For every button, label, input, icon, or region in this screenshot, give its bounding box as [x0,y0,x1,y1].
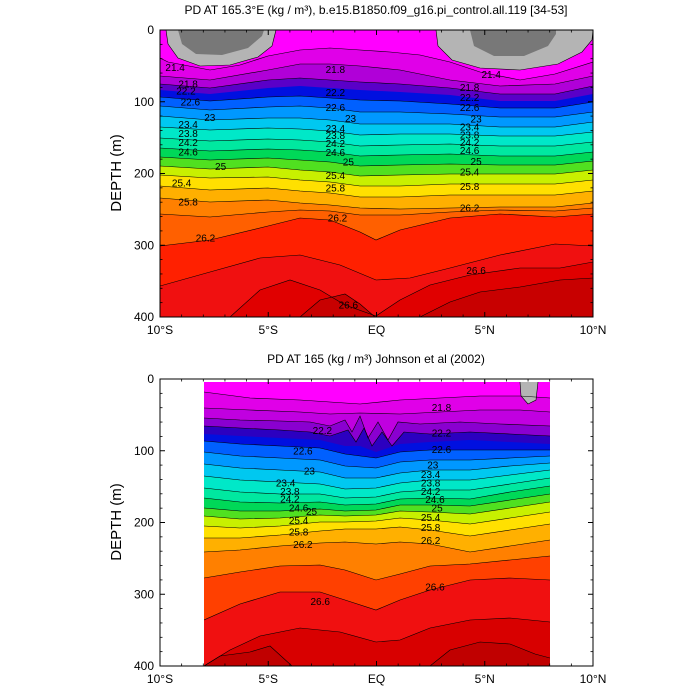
y-tick-label: 400 [134,659,154,673]
contour-label: 21.8 [460,83,480,94]
contour-label: 24.6 [460,146,480,157]
contour-label: 23 [471,114,483,125]
contour-label: 26.2 [421,536,441,547]
contour-label: 24.2 [421,487,441,498]
contour-label: 23.8 [280,487,300,498]
x-tick-label: 10°S [147,323,173,337]
contour-label: 22.6 [326,103,346,114]
x-tick-label: 10°N [580,672,607,686]
contour-label: 23.4 [326,124,346,135]
contour-label: 25.4 [326,171,346,182]
contour-label: 25 [432,504,444,515]
contour-label: 21.8 [326,65,346,76]
panel-2-axes: 10°S 5°S EQ 5°N 10°N 0 100 200 300 400 [134,372,606,686]
contour-label: 25.8 [421,523,441,534]
contour-label: 24.2 [326,139,346,150]
contour-label: 23.8 [421,479,441,490]
panel-1-title: PD AT 165.3°E (kg / m³), b.e15.B1850.f09… [184,3,567,17]
y-tick-label: 200 [134,167,154,181]
x-tick-label: 5°N [475,672,495,686]
x-tick-label: 5°S [259,323,278,337]
y-tick-label: 100 [134,95,154,109]
contour-label: 21.8 [178,79,198,90]
contour-label: 23.4 [276,479,296,490]
y-tick-label: 400 [134,310,154,324]
contour-label: 22.2 [326,88,346,99]
contour-label: 22.2 [432,428,452,439]
panel-2-fill: 21.822.2 22.222.6 22.6232323.423.423.823.8… [204,382,550,666]
contour-label: 26.2 [328,213,348,224]
contour-label: 23.4 [460,122,480,133]
contour-label: 24.2 [280,494,300,505]
contour-label: 24.6 [425,495,445,506]
contour-label: 25 [471,157,483,168]
contour-label: 23 [427,461,439,472]
x-tick-label: 5°S [259,672,278,686]
contour-label: 23.4 [178,120,198,131]
contour-label: 23 [304,466,316,477]
contour-label: 23.8 [326,131,346,142]
contour-label: 25 [343,158,355,169]
contour-label: 26.2 [460,203,480,214]
y-tick-label: 300 [134,587,154,601]
contour-label: 24.6 [289,504,309,515]
contour-label: 23 [345,114,357,125]
contour-label: 23 [204,113,216,124]
contour-label: 24.6 [326,148,346,159]
contour-label: 26.2 [293,540,313,551]
contour-label: 21.4 [165,63,185,74]
contour-label: 22.2 [176,86,196,97]
x-tick-label: 10°S [147,672,173,686]
contour-label: 25.4 [289,516,309,527]
panel-1-contour-labels: 21.421.822.222.623.423.824.224.6232525.4… [165,63,501,311]
contour-label: 23.4 [421,470,441,481]
x-tick-label: EQ [368,672,385,686]
panel-observations: PD AT 165 (kg / m³) Johnson et al (2002) [108,352,606,686]
contour-label: 25.8 [289,527,309,538]
y-tick-label: 0 [147,372,154,386]
contour-label: 25.4 [460,168,480,179]
contour-label: 23.8 [178,129,198,140]
contour-label: 25.8 [326,183,346,194]
contour-label: 25 [215,162,227,173]
y-tick-label: 0 [147,23,154,37]
x-tick-label: 10°N [580,323,607,337]
contour-label: 25 [306,507,318,518]
contour-label: 24.2 [178,138,198,149]
y-tick-label: 300 [134,238,154,252]
panel-2-title: PD AT 165 (kg / m³) Johnson et al (2002) [267,352,485,366]
contour-label: 21.8 [432,403,452,414]
contour-label: 22.2 [313,426,333,437]
contour-label: 26.2 [196,234,216,245]
y-tick-label: 100 [134,444,154,458]
contour-label: 26.6 [466,266,486,277]
panel-2-contour-labels: 21.822.2 22.222.6 22.6232323.423.423.823.8… [276,403,452,608]
contour-label: 25.8 [178,198,198,209]
y-tick-label: 200 [134,516,154,530]
contour-label: 23.8 [460,130,480,141]
contour-label: 24.2 [460,138,480,149]
contour-label: 25.8 [460,182,480,193]
panel-2-y-axis-label: DEPTH (m) [108,483,125,561]
panel-1-y-axis-label: DEPTH (m) [108,134,125,212]
contour-label: 25.4 [421,513,441,524]
panel-model: PD AT 165.3°E (kg / m³), b.e15.B1850.f09… [108,3,606,337]
contour-label: 22.6 [460,103,480,114]
contour-label: 22.2 [460,93,480,104]
contour-label: 24.6 [178,147,198,158]
contour-label: 22.6 [181,97,201,108]
x-tick-label: EQ [368,323,385,337]
contour-label: 26.6 [425,583,445,594]
contour-label: 26.6 [310,597,330,608]
contour-label: 22.6 [293,446,313,457]
contour-label: 21.4 [482,70,502,81]
panel-1-fill: 21.421.822.222.623.423.824.224.6232525.4… [160,30,593,317]
contour-label: 22.6 [432,445,452,456]
contour-label: 25.4 [172,178,192,189]
x-tick-label: 5°N [475,323,495,337]
contour-label: 26.6 [339,300,359,311]
panel-1-axes: 10°S 5°S EQ 5°N 10°N 0 100 200 300 400 [134,23,606,337]
